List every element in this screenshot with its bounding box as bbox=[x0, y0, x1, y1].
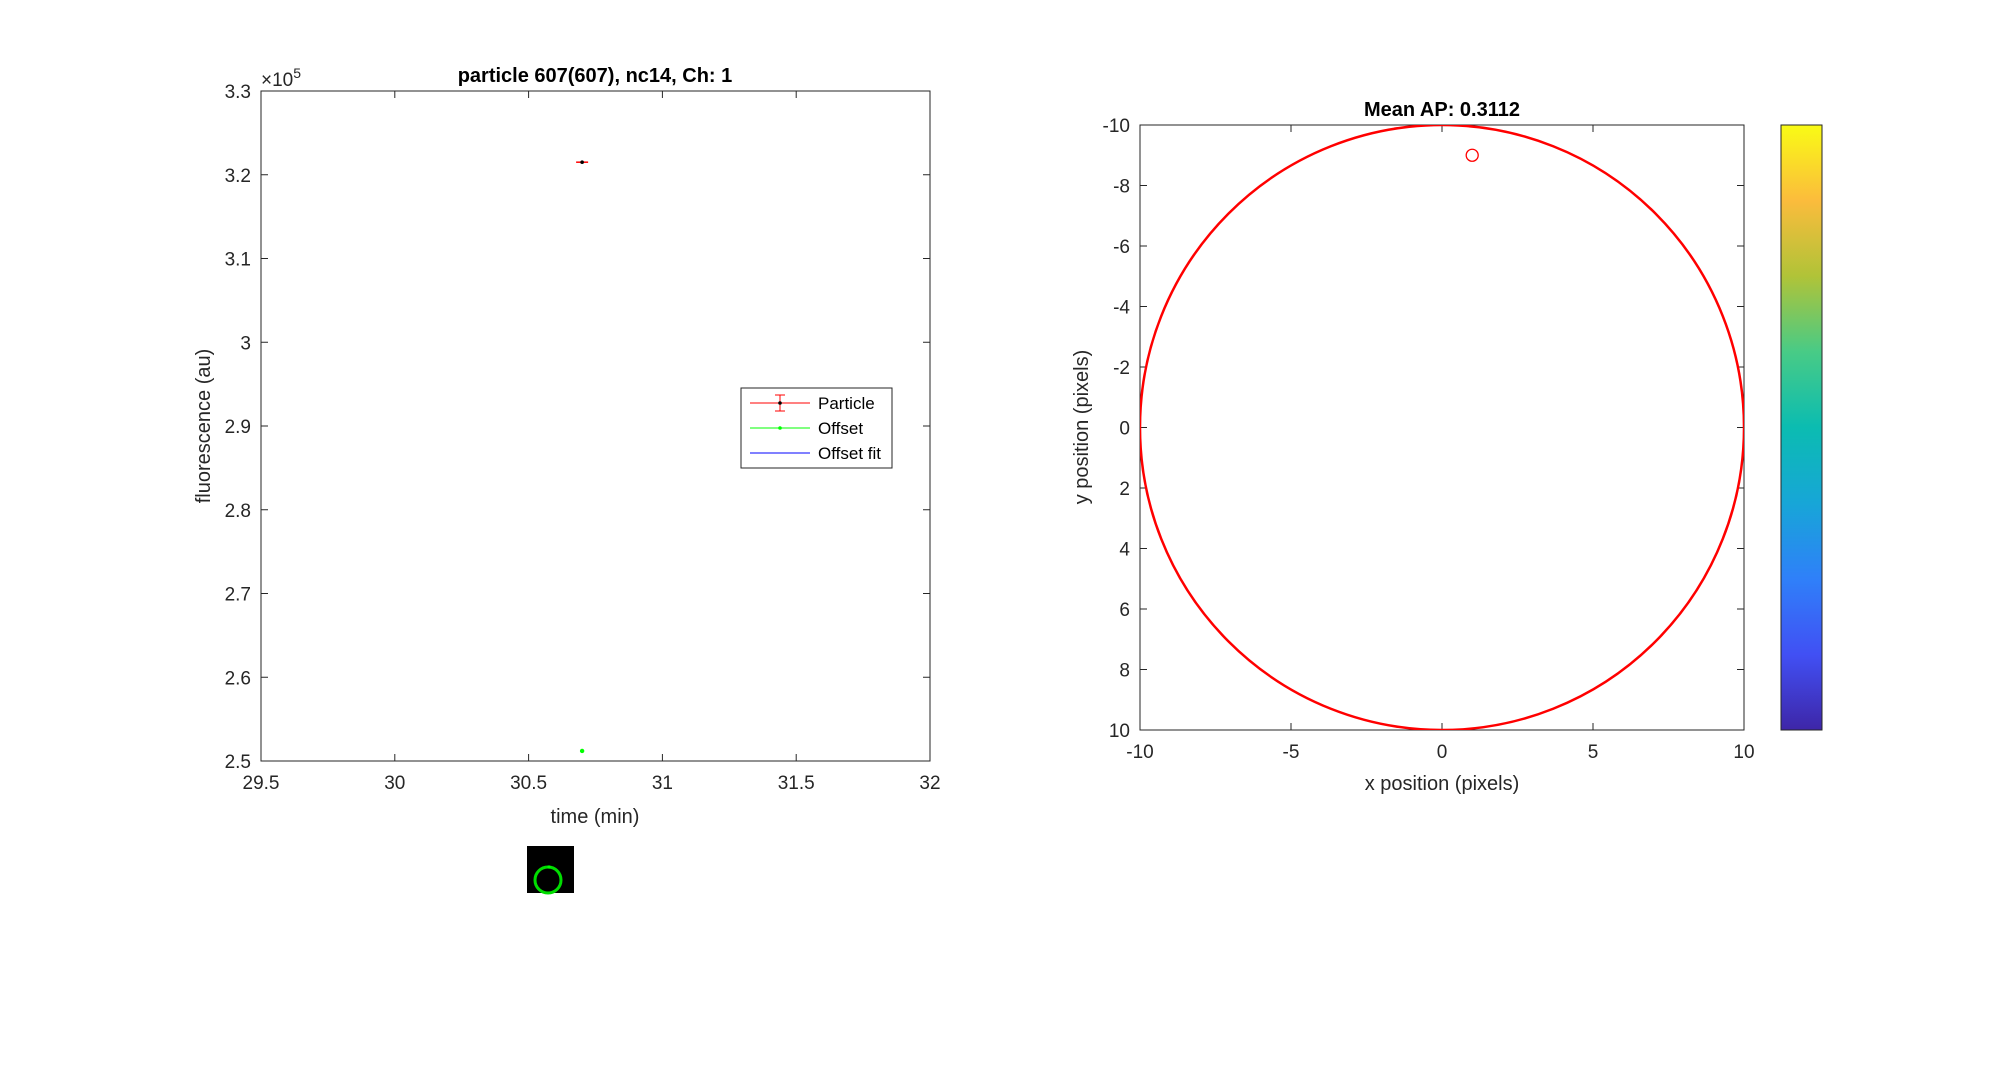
particle-position bbox=[1465, 148, 1479, 162]
pos-y-tick-label: -10 bbox=[1103, 116, 1130, 137]
pos-y-tick-label: -2 bbox=[1113, 358, 1130, 379]
y-tick-label: 2.8 bbox=[225, 501, 251, 522]
particle-thumbnail bbox=[527, 846, 574, 895]
thumbnail-spot bbox=[547, 865, 551, 869]
y-tick-label: 3.3 bbox=[225, 82, 251, 103]
y-tick-label: 3 bbox=[240, 333, 251, 354]
thumbnail-background bbox=[527, 846, 574, 893]
x-tick-label: 29.5 bbox=[243, 773, 280, 794]
offset-point bbox=[579, 748, 585, 754]
legend-particle: Particle bbox=[818, 394, 875, 413]
legend-offset: Offset bbox=[818, 419, 863, 438]
y-tick-label: 2.9 bbox=[225, 417, 251, 438]
x-tick-label: 30.5 bbox=[510, 773, 547, 794]
data-marks-2 bbox=[1140, 125, 1744, 730]
pos-y-tick-label: 6 bbox=[1119, 600, 1130, 621]
pos-x-tick-label: 5 bbox=[1588, 742, 1599, 763]
x-tick-label: 31 bbox=[652, 773, 673, 794]
fluorescence-plot: particle 607(607), nc14, Ch: 1 29.5 30 30.… bbox=[193, 65, 941, 828]
pos-x-tick-label: 10 bbox=[1733, 742, 1754, 763]
y-axis-ticks-2: -10 -8 -6 -4 -2 0 2 4 6 8 10 bbox=[1103, 116, 1744, 742]
pos-x-tick-label: 0 bbox=[1437, 742, 1448, 763]
y-axis-label: fluorescence (au) bbox=[193, 349, 215, 504]
x-axis-ticks: 29.5 30 30.5 31 31.5 32 bbox=[243, 91, 941, 794]
y-tick-label: 2.7 bbox=[225, 585, 251, 606]
pos-y-tick-label: 8 bbox=[1119, 661, 1130, 682]
legend-offset-symbol bbox=[750, 426, 810, 430]
pos-y-tick-label: -4 bbox=[1113, 298, 1130, 319]
x-tick-label: 32 bbox=[919, 773, 940, 794]
y-exponent-power: 5 bbox=[293, 65, 301, 81]
pos-y-tick-label: 2 bbox=[1119, 479, 1130, 500]
y-exponent-base: ×10 bbox=[261, 70, 293, 91]
y-axis-label-2: y position (pixels) bbox=[1071, 350, 1093, 505]
x-axis-label-2: x position (pixels) bbox=[1365, 773, 1520, 795]
colorbar bbox=[1780, 124, 1823, 731]
y-tick-label: 2.5 bbox=[225, 752, 251, 773]
chart-title: particle 607(607), nc14, Ch: 1 bbox=[458, 65, 733, 87]
pos-y-tick-label: -6 bbox=[1113, 237, 1130, 258]
chart-title-2: Mean AP: 0.3112 bbox=[1364, 99, 1520, 121]
y-exponent: ×105 bbox=[261, 65, 301, 91]
x-axis-label: time (min) bbox=[551, 806, 640, 828]
pos-x-tick-label: -5 bbox=[1283, 742, 1300, 763]
plot-area-2 bbox=[1139, 124, 1745, 731]
x-tick-label: 31.5 bbox=[778, 773, 815, 794]
particle-point bbox=[576, 160, 589, 164]
x-tick-label: 30 bbox=[384, 773, 405, 794]
pos-y-tick-label: 0 bbox=[1119, 419, 1130, 440]
pos-y-tick-label: 4 bbox=[1119, 540, 1130, 561]
y-tick-label: 3.2 bbox=[225, 166, 251, 187]
legend: Particle Offset Offset fit bbox=[740, 387, 893, 469]
y-tick-label: 3.1 bbox=[225, 250, 251, 271]
pos-x-tick-label: -10 bbox=[1126, 742, 1153, 763]
y-tick-label: 2.6 bbox=[225, 668, 251, 689]
pos-y-tick-label: 10 bbox=[1109, 721, 1130, 742]
legend-offset-fit: Offset fit bbox=[818, 444, 881, 463]
pos-y-tick-label: -8 bbox=[1113, 177, 1130, 198]
x-axis-ticks-2: -10 -5 0 5 10 bbox=[1126, 125, 1755, 763]
position-plot: Mean AP: 0.3112 -10 -5 0 5 10 -10 -8 -6 -4 -2 0 2 4… bbox=[1071, 99, 1823, 795]
legend-particle-symbol bbox=[750, 394, 810, 412]
y-axis-ticks: 2.5 2.6 2.7 2.8 2.9 3 3.1 3.2 3.3 bbox=[225, 82, 930, 773]
data-marks bbox=[576, 160, 589, 754]
